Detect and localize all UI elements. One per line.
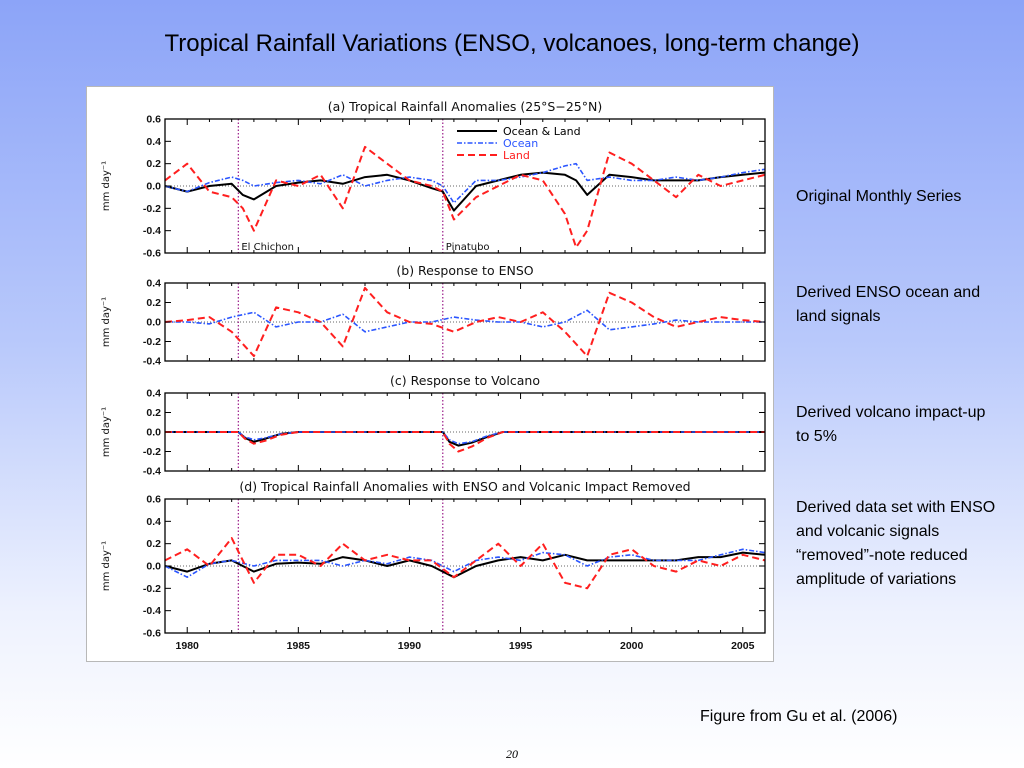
rainfall-figure: (a) Tropical Rainfall Anomalies (25°S−25…: [101, 99, 766, 652]
y-tick-label: -0.2: [143, 446, 161, 458]
panel-title: (c) Response to Volcano: [390, 373, 540, 388]
note-derived-data-set: Derived data set with ENSO and volcanic …: [796, 499, 996, 588]
panel-2: (c) Response to Volcano -0.4 -0.2 0.0 0.2 0.4…: [101, 373, 766, 478]
y-axis-label: mm day⁻¹: [101, 161, 112, 211]
slide-title: Tropical Rainfall Variations (ENSO, volc…: [164, 30, 860, 57]
x-tick-label: 1980: [176, 640, 200, 652]
x-tick-label: 1985: [287, 640, 311, 652]
y-tick-label: 0.4: [146, 388, 161, 400]
y-tick-label: -0.4: [143, 466, 161, 478]
y-tick-label: -0.2: [143, 336, 161, 348]
series-line-land: [165, 431, 765, 453]
y-axis-label: mm day⁻¹: [101, 407, 112, 457]
y-tick-label: 0.6: [146, 114, 161, 126]
series-line-ocean: [164, 548, 766, 579]
y-tick-label: -0.4: [143, 605, 161, 617]
y-tick-label: 0.2: [146, 407, 161, 419]
panel-3: (d) Tropical Rainfall Anomalies with ENS…: [101, 479, 766, 652]
y-tick-label: 0.0: [146, 427, 161, 439]
panel-1: (b) Response to ENSO -0.4 -0.2 0.0 0.2 0.4 mm …: [101, 263, 766, 368]
y-tick-label: 0.2: [146, 158, 161, 170]
y-tick-label: 0.0: [146, 561, 161, 573]
x-tick-label: 1995: [509, 640, 533, 652]
y-tick-label: 0.4: [146, 278, 161, 290]
figure-frame: (a) Tropical Rainfall Anomalies (25°S−25…: [86, 86, 774, 662]
legend-label: Land: [503, 149, 530, 162]
y-tick-label: -0.2: [143, 203, 161, 215]
series-line-land: [164, 537, 766, 590]
y-tick-label: -0.2: [143, 583, 161, 595]
note-original-series: Original Monthly Series: [796, 188, 962, 205]
event-label: Pinatubo: [446, 242, 490, 253]
y-tick-label: -0.4: [143, 356, 161, 368]
page-number: 20: [506, 747, 518, 761]
panel-0: (a) Tropical Rainfall Anomalies (25°S−25…: [101, 99, 766, 260]
x-tick-label: 1990: [398, 640, 422, 652]
x-tick-label: 2005: [731, 640, 755, 652]
y-axis-label: mm day⁻¹: [101, 297, 112, 347]
note-volcano-impact: Derived volcano impact-up to 5%: [796, 404, 986, 445]
series-line-ocean: [165, 309, 765, 333]
y-tick-label: -0.6: [143, 628, 161, 640]
y-tick-label: 0.0: [146, 317, 161, 329]
legend-label: Ocean & Land: [503, 125, 581, 138]
y-axis-label: mm day⁻¹: [101, 541, 112, 591]
panel-title: (a) Tropical Rainfall Anomalies (25°S−25…: [328, 99, 602, 114]
x-tick-label: 2000: [620, 640, 644, 652]
y-tick-label: -0.6: [143, 248, 161, 260]
figure-caption: Figure from Gu et al. (2006): [700, 708, 898, 725]
note-enso-signals: Derived ENSO ocean and land signals: [796, 284, 981, 325]
y-tick-label: 0.0: [146, 181, 161, 193]
panel-title: (b) Response to ENSO: [396, 263, 533, 278]
event-label: El Chichon: [241, 242, 294, 253]
y-tick-label: 0.4: [146, 136, 161, 148]
series-line-ocean: [165, 431, 765, 445]
y-tick-label: 0.2: [146, 297, 161, 309]
y-tick-label: 0.4: [146, 516, 161, 528]
panel-title: (d) Tropical Rainfall Anomalies with ENS…: [239, 479, 690, 494]
series-line-land: [164, 145, 766, 249]
series-line-ocean-land: [164, 171, 766, 212]
y-tick-label: 0.2: [146, 538, 161, 550]
legend-label: Ocean: [503, 137, 538, 150]
y-tick-label: 0.6: [146, 494, 161, 506]
y-tick-label: -0.4: [143, 225, 161, 237]
